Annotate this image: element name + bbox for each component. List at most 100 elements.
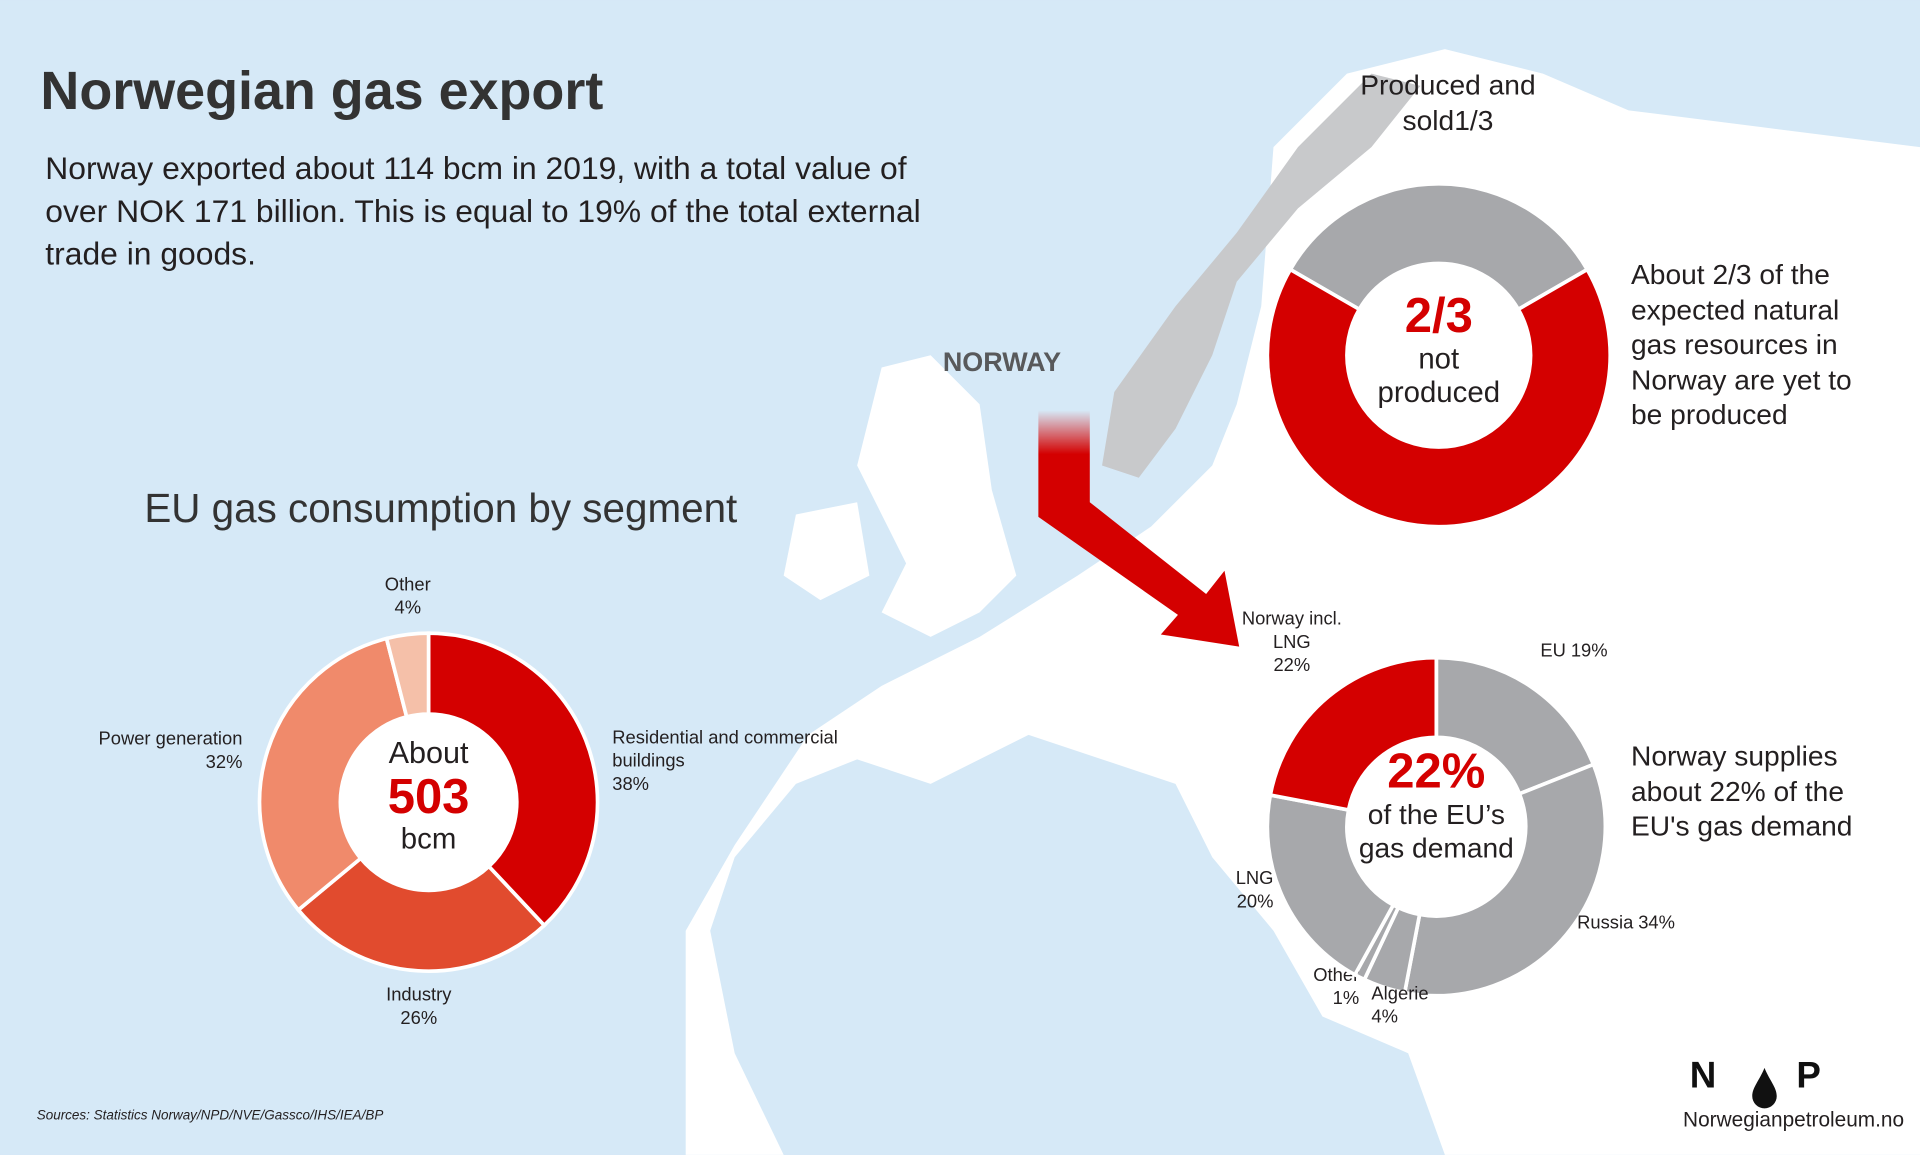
arrow-stem — [1038, 410, 1090, 490]
donut-slice — [384, 631, 431, 720]
donut-slice — [1265, 267, 1613, 529]
slice-value: 19% — [1570, 640, 1608, 662]
logo: N — [1690, 1056, 1727, 1098]
description: Norway exported about 114 bcm in 2019, w… — [45, 149, 921, 272]
logo-letter: P — [1796, 1055, 1821, 1097]
slice-value: 1% — [1332, 988, 1360, 1010]
map-label: NORWAY — [942, 346, 1062, 378]
slice-label: EU 19% — [1540, 639, 1662, 662]
sources: Sources: Statistics Norway/NPD/NVE/Gassc… — [37, 1108, 649, 1123]
logo: P — [1796, 1056, 1833, 1098]
logo: P — [1796, 1056, 1833, 1098]
slice-label: EU — [1540, 640, 1566, 662]
slice-value: 34% — [1638, 912, 1675, 934]
donut-hole — [341, 715, 516, 890]
logo-site: Norwegianpetroleum.no — [1629, 1108, 1905, 1132]
annotation: Norway supplies about 22% of the EU's ga… — [1631, 739, 1876, 844]
slice-label: Power generation — [98, 728, 243, 750]
slice-label: Russia 34% — [1577, 911, 1712, 934]
slice-label: Industry — [386, 984, 452, 1006]
logo-site: Norwegianpetroleum.no — [1683, 1108, 1905, 1132]
chart-title: EU gas consumption by segment — [73, 485, 808, 532]
map — [685, 49, 1920, 1155]
norway — [1102, 73, 1421, 478]
title: Norwegian gas export — [40, 61, 897, 122]
annotation: Norway supplies about 22% of the EU's ga… — [1631, 739, 1876, 844]
slice-value: 22% — [1273, 655, 1311, 677]
slice-label: Produced and sold1/3 — [1359, 68, 1537, 138]
donut-slice — [1268, 655, 1439, 813]
donut-slice — [426, 631, 600, 928]
slice-value: 26% — [400, 1007, 438, 1029]
annotation: Norway supplies about 22% of the EU's ga… — [1631, 739, 1853, 842]
donut-slice — [1402, 762, 1608, 998]
center-prefix: About — [388, 736, 469, 771]
title: Norwegian gas export — [40, 61, 604, 122]
slice-label: Other — [384, 574, 431, 596]
center-label: 22%of the EU’s gas demand — [1344, 745, 1528, 865]
slice-value: 38% — [612, 774, 650, 795]
chart-title: EU gas consumption by segment — [73, 485, 808, 532]
sources: Sources: Statistics Norway/NPD/NVE/Gassc… — [36, 1108, 384, 1124]
center-value: 2/3 — [1404, 289, 1473, 344]
ireland — [783, 502, 870, 601]
donut-slice — [1434, 655, 1596, 797]
donut-slice — [1265, 792, 1396, 978]
title: Norwegian gas export — [40, 61, 897, 122]
map-label: NORWAY — [943, 347, 1188, 379]
logo-site: Norwegianpetroleum.no — [1629, 1108, 1905, 1132]
center-text: of the EU’s gas demand — [1358, 798, 1514, 864]
slice-value: 4% — [394, 597, 422, 619]
donut-slice — [257, 636, 409, 913]
donut-slice — [295, 855, 547, 974]
center-unit: bcm — [400, 823, 457, 857]
map-label: NORWAY — [943, 347, 1188, 379]
center-text: not produced — [1377, 343, 1501, 410]
logo-letter: N — [1689, 1055, 1717, 1097]
britain — [857, 355, 1017, 637]
slice-label: Produced and sold — [1360, 68, 1536, 136]
slice-value: 1/3 — [1454, 103, 1494, 136]
slice-label: Russia — [1577, 912, 1634, 934]
sources: Sources: Statistics Norway/NPD/NVE/Gassc… — [37, 1108, 649, 1123]
slice-label: Russia 34% — [1577, 911, 1712, 934]
slice-label: Residential and commercial buildings — [612, 727, 838, 772]
slice-label: Norway incl. LNG — [1241, 608, 1342, 653]
annotation: About 2/3 of the expected natural gas re… — [1631, 258, 1852, 430]
slice-label: Produced and sold1/3 — [1359, 68, 1537, 138]
slice-label: Algerie — [1371, 983, 1429, 1005]
center-total: 503 — [387, 770, 470, 825]
donut-hole — [1348, 738, 1525, 915]
center-label: 22%of the EU’s gas demand — [1344, 745, 1528, 865]
slice-label: LNG — [1235, 868, 1274, 890]
description: Norway exported about 114 bcm in 2019, w… — [45, 149, 921, 272]
slice-label: EU 19% — [1540, 639, 1662, 662]
arrow — [1038, 489, 1240, 647]
center-value: 22% — [1387, 744, 1486, 799]
annotation: About 2/3 of the expected natural gas re… — [1631, 258, 1852, 430]
donut-slice — [1287, 182, 1590, 312]
logo-drop — [1752, 1067, 1777, 1109]
slice-value: 32% — [205, 751, 243, 773]
slice-value: 4% — [1371, 1006, 1398, 1028]
